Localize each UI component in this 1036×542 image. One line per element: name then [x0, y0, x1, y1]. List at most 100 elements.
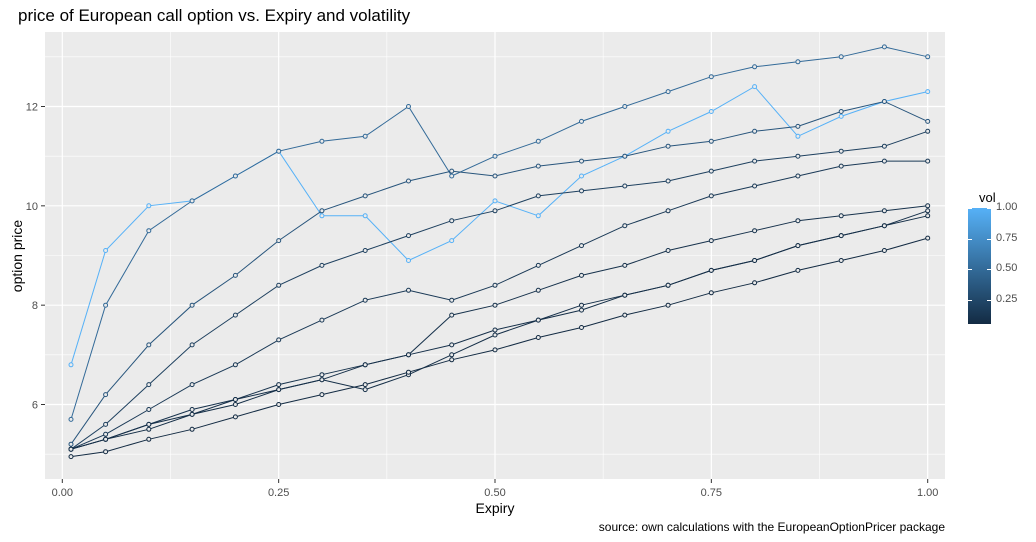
- x-tick-label: 0.50: [484, 487, 505, 499]
- data-point: [535, 287, 541, 293]
- data-point: [795, 59, 801, 65]
- data-point: [146, 382, 152, 388]
- data-point: [276, 337, 282, 343]
- data-point: [146, 203, 152, 209]
- chart-caption: source: own calculations with the Europe…: [598, 520, 945, 534]
- legend-tick-mark: [968, 299, 972, 301]
- x-axis-label: Expiry: [476, 500, 515, 516]
- data-point: [925, 158, 931, 164]
- data-point: [579, 158, 584, 164]
- data-point: [708, 168, 714, 174]
- data-point: [146, 421, 152, 427]
- data-point: [232, 362, 238, 368]
- data-point: [189, 382, 195, 388]
- data-point: [665, 178, 671, 184]
- data-point: [492, 173, 498, 179]
- data-point: [579, 243, 584, 249]
- data-point: [535, 138, 541, 144]
- data-point: [492, 347, 498, 353]
- data-point: [103, 449, 109, 455]
- data-point: [622, 153, 628, 159]
- data-point: [665, 248, 671, 253]
- data-point: [362, 248, 368, 253]
- data-point: [276, 238, 282, 244]
- data-point: [881, 208, 887, 214]
- data-point: [492, 198, 498, 204]
- data-point: [925, 213, 931, 219]
- x-tick-label: 0.75: [701, 487, 722, 499]
- data-point: [579, 302, 584, 308]
- legend-tick-label: 0.50: [996, 262, 1018, 275]
- data-point: [665, 89, 671, 95]
- x-tick-label: 1.00: [917, 487, 938, 499]
- data-point: [319, 377, 325, 383]
- data-point: [665, 143, 671, 149]
- data-point: [232, 397, 238, 402]
- data-point: [622, 183, 628, 189]
- data-point: [622, 312, 628, 318]
- data-point: [406, 104, 411, 109]
- data-point: [362, 387, 368, 393]
- legend-colorbar: [968, 208, 991, 324]
- legend-tick-mark: [987, 238, 991, 240]
- data-point: [449, 357, 455, 363]
- data-point: [362, 382, 368, 388]
- data-point: [406, 369, 411, 375]
- axis-ticks: 0.00 0.25 0.50 0.75 1.00 6 8 10 12: [26, 102, 939, 500]
- data-point: [752, 128, 758, 134]
- data-point: [665, 128, 671, 134]
- data-point: [622, 223, 628, 229]
- series-vol-0_35: [68, 99, 931, 447]
- legend-tick-mark: [987, 208, 991, 209]
- data-point: [68, 441, 74, 447]
- data-point: [232, 272, 238, 278]
- data-point: [146, 342, 152, 348]
- data-point: [189, 198, 195, 204]
- data-point: [406, 352, 411, 358]
- legend-tick-mark: [987, 299, 991, 301]
- data-point: [535, 163, 541, 169]
- data-point: [68, 446, 74, 452]
- data-point: [449, 342, 455, 348]
- data-point: [146, 407, 152, 412]
- data-point: [276, 402, 282, 407]
- data-point: [708, 290, 714, 296]
- data-point: [449, 238, 455, 244]
- data-point: [881, 44, 887, 50]
- data-point: [319, 262, 325, 268]
- data-point: [362, 193, 368, 199]
- data-point: [752, 84, 758, 90]
- data-point: [881, 99, 887, 104]
- data-point: [189, 302, 195, 308]
- data-point: [795, 267, 801, 273]
- data-point: [406, 178, 411, 184]
- data-point: [838, 213, 844, 219]
- data-point: [795, 218, 801, 224]
- data-point: [232, 312, 238, 318]
- legend-tick-label: 0.25: [996, 292, 1018, 305]
- data-point: [622, 292, 628, 298]
- color-legend: vol 0.25 0.50 0.75 1.00: [968, 190, 1036, 330]
- data-point: [838, 109, 844, 114]
- data-point: [68, 416, 74, 422]
- data-point: [406, 258, 411, 263]
- data-point: [189, 342, 195, 348]
- data-point: [535, 335, 541, 340]
- data-point: [319, 208, 325, 214]
- data-point: [838, 54, 844, 60]
- data-point: [579, 325, 584, 330]
- data-point: [665, 208, 671, 214]
- data-point: [449, 312, 455, 318]
- data-point: [232, 173, 238, 179]
- data-point: [535, 262, 541, 268]
- series-vol-0_2: [68, 128, 931, 452]
- y-tick-label: 8: [32, 300, 38, 312]
- data-point: [276, 282, 282, 288]
- data-point: [838, 233, 844, 239]
- data-point: [362, 362, 368, 368]
- data-point: [189, 407, 195, 412]
- data-point: [752, 64, 758, 70]
- data-point: [925, 54, 931, 60]
- data-point: [146, 228, 152, 234]
- data-point: [103, 392, 109, 398]
